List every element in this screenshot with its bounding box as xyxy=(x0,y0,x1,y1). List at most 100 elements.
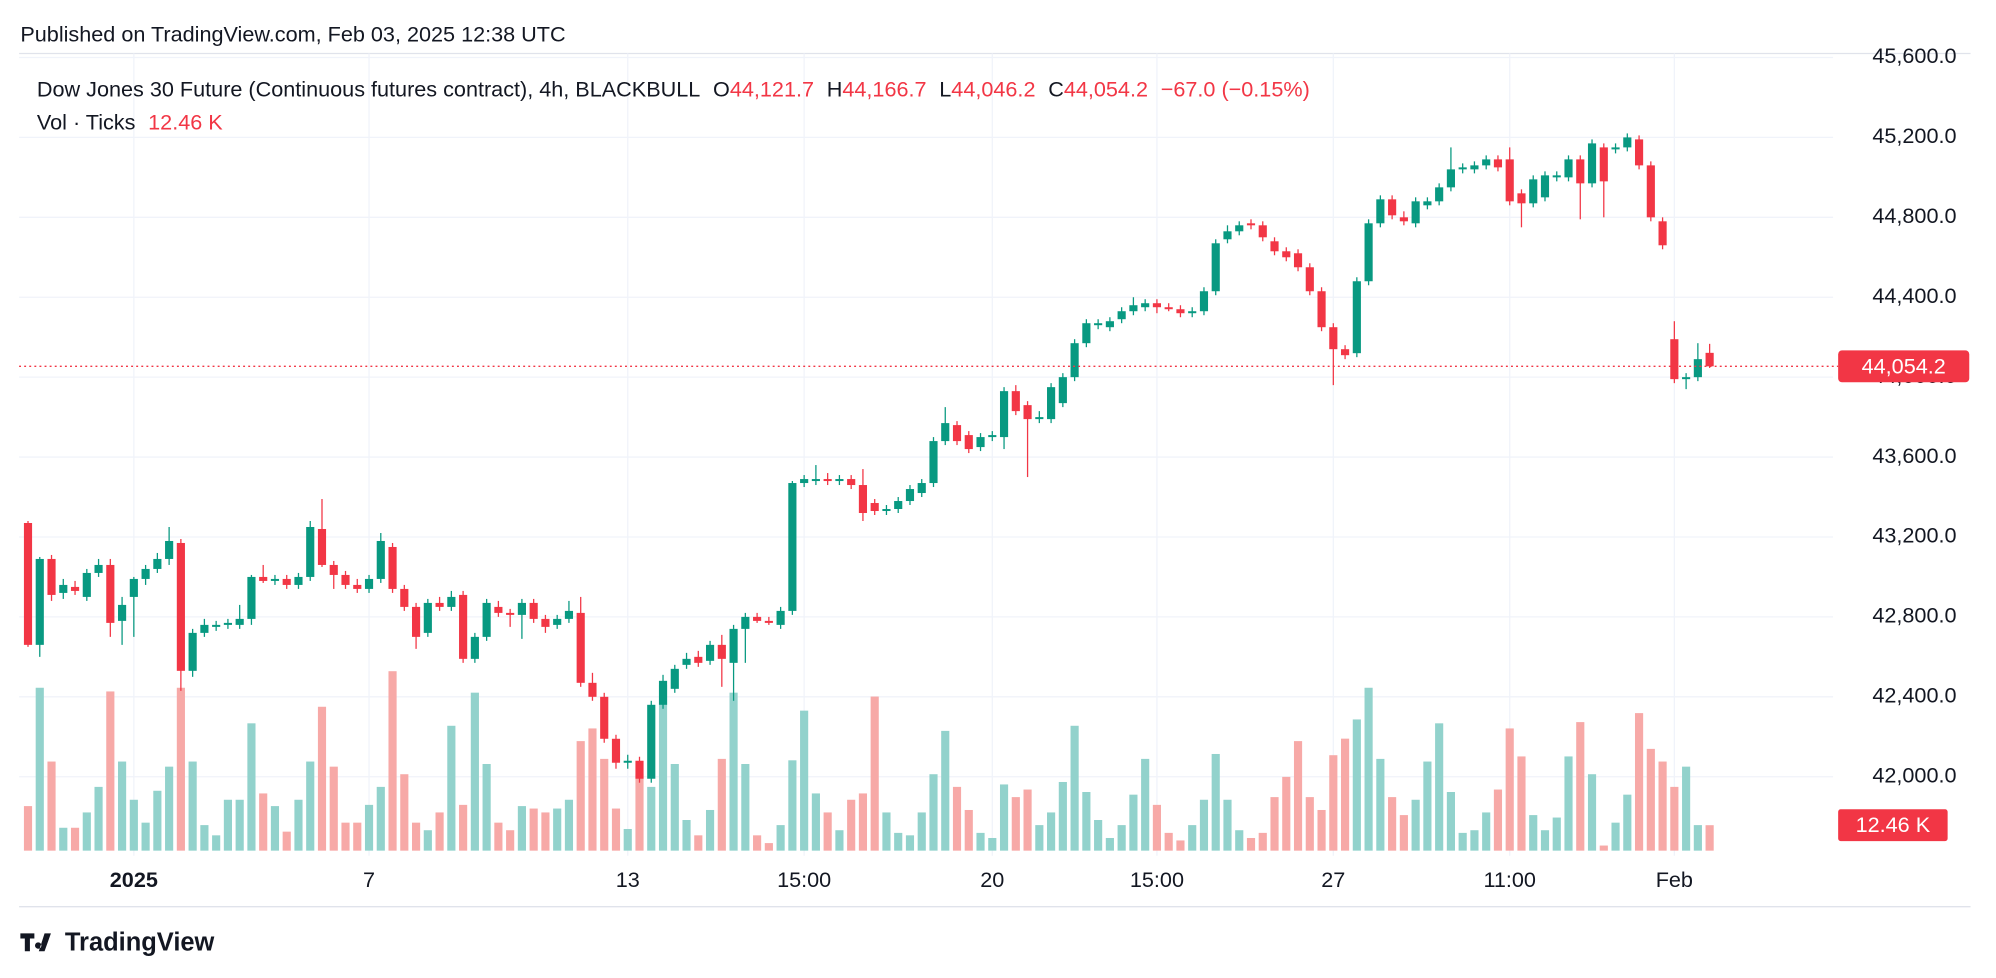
volume-bar xyxy=(1282,776,1291,851)
volume-bar xyxy=(623,828,632,851)
volume-bar xyxy=(1199,799,1209,851)
volume-legend: Vol · Ticks 12.46 K xyxy=(37,109,223,134)
candle-body xyxy=(917,483,926,494)
volume-bar xyxy=(635,774,644,851)
candle-body xyxy=(82,572,91,597)
candle-body xyxy=(270,578,280,581)
volume-bar xyxy=(682,819,691,851)
candle-body xyxy=(1011,391,1020,412)
legend-key: H xyxy=(827,76,843,101)
candle-body xyxy=(905,489,915,502)
candle-body xyxy=(1376,199,1385,224)
volume-value: 12.46 K xyxy=(148,109,223,134)
x-tick-label: 15:00 xyxy=(1130,867,1184,892)
candle-body xyxy=(611,738,621,763)
volume-bar xyxy=(118,761,127,851)
candle-body xyxy=(212,624,221,627)
volume-bar xyxy=(905,835,915,851)
candle-body xyxy=(400,588,409,607)
candle-body xyxy=(1117,311,1126,320)
volume-bar xyxy=(1176,840,1185,851)
candle-body xyxy=(364,578,374,589)
brand: TradingView xyxy=(65,928,215,956)
volume-bar xyxy=(282,831,291,851)
volume-bar xyxy=(1376,758,1385,851)
volume-bar xyxy=(1435,723,1444,851)
candle-body xyxy=(647,704,656,779)
volume-bar xyxy=(94,786,103,851)
volume-bar xyxy=(1305,797,1314,851)
candle-body xyxy=(494,606,503,613)
candle-body xyxy=(823,479,832,482)
y-tick-label: 42,000.0 xyxy=(1872,762,1956,787)
candle-body xyxy=(188,632,197,671)
volume-bar xyxy=(1411,799,1420,851)
candle-body xyxy=(588,682,597,697)
volume-bar xyxy=(388,671,397,851)
candle-body xyxy=(1552,175,1561,178)
candle-body xyxy=(776,610,785,625)
volume-bar xyxy=(1211,753,1220,851)
volume-bar xyxy=(1658,761,1667,851)
candle-body xyxy=(247,576,256,619)
volume-bar xyxy=(341,822,350,851)
volume-bar xyxy=(364,804,374,851)
candle-body xyxy=(1035,417,1044,420)
volume-bars xyxy=(23,671,1714,851)
volume-bar xyxy=(811,793,820,851)
candle-body xyxy=(423,602,432,633)
candle-body xyxy=(329,564,338,575)
candle-body xyxy=(259,576,268,581)
x-tick-label: 13 xyxy=(616,867,640,892)
volume-bar xyxy=(176,687,185,851)
legend-value: 44,166.7 xyxy=(842,76,926,101)
candle-body xyxy=(894,501,903,510)
volume-bar xyxy=(1670,786,1679,851)
volume-bar xyxy=(1646,748,1655,851)
volume-bar xyxy=(306,761,315,851)
candle-body xyxy=(1199,291,1209,312)
volume-bar xyxy=(553,808,562,851)
x-tick-label: Feb xyxy=(1656,867,1693,892)
candle-body xyxy=(447,596,456,607)
volume-bar xyxy=(1599,845,1608,851)
candle-body xyxy=(811,479,820,482)
volume-bar xyxy=(400,774,409,851)
volume-bar xyxy=(1529,815,1538,851)
y-tick-label: 44,800.0 xyxy=(1872,203,1956,228)
candle-body xyxy=(35,558,44,645)
volume-bar xyxy=(1117,825,1126,851)
logo-icon xyxy=(20,933,51,952)
candle-body xyxy=(94,564,103,573)
candle-body xyxy=(1317,291,1326,328)
volume-bar xyxy=(1152,804,1161,851)
volume-bar xyxy=(1105,837,1114,851)
volume-bar xyxy=(1682,766,1691,851)
candle-body xyxy=(1435,187,1444,202)
candle-body xyxy=(1341,349,1350,356)
volume-bar xyxy=(1388,797,1397,851)
candle-body xyxy=(1599,147,1608,182)
candle-body xyxy=(1164,307,1173,310)
legend-symbol: Dow Jones 30 Future (Continuous futures … xyxy=(37,76,700,101)
volume-bar xyxy=(1164,832,1173,851)
candle-body xyxy=(1176,309,1185,314)
candle-body xyxy=(1446,169,1455,188)
candle-body xyxy=(541,618,550,627)
candle-body xyxy=(1646,165,1655,218)
volume-bar xyxy=(223,799,232,851)
x-tick-label: 20 xyxy=(980,867,1004,892)
volume-bar xyxy=(647,786,656,851)
candle-body xyxy=(1364,223,1373,282)
candle-body xyxy=(882,509,891,512)
volume-bar xyxy=(106,691,115,851)
candle-body xyxy=(294,576,303,585)
candle-body xyxy=(1058,377,1067,404)
candle-body xyxy=(835,479,844,482)
candle-body xyxy=(1399,217,1408,222)
volume-bar xyxy=(1082,791,1091,851)
volume-bar xyxy=(1293,741,1303,851)
volume-bar xyxy=(1693,825,1702,851)
